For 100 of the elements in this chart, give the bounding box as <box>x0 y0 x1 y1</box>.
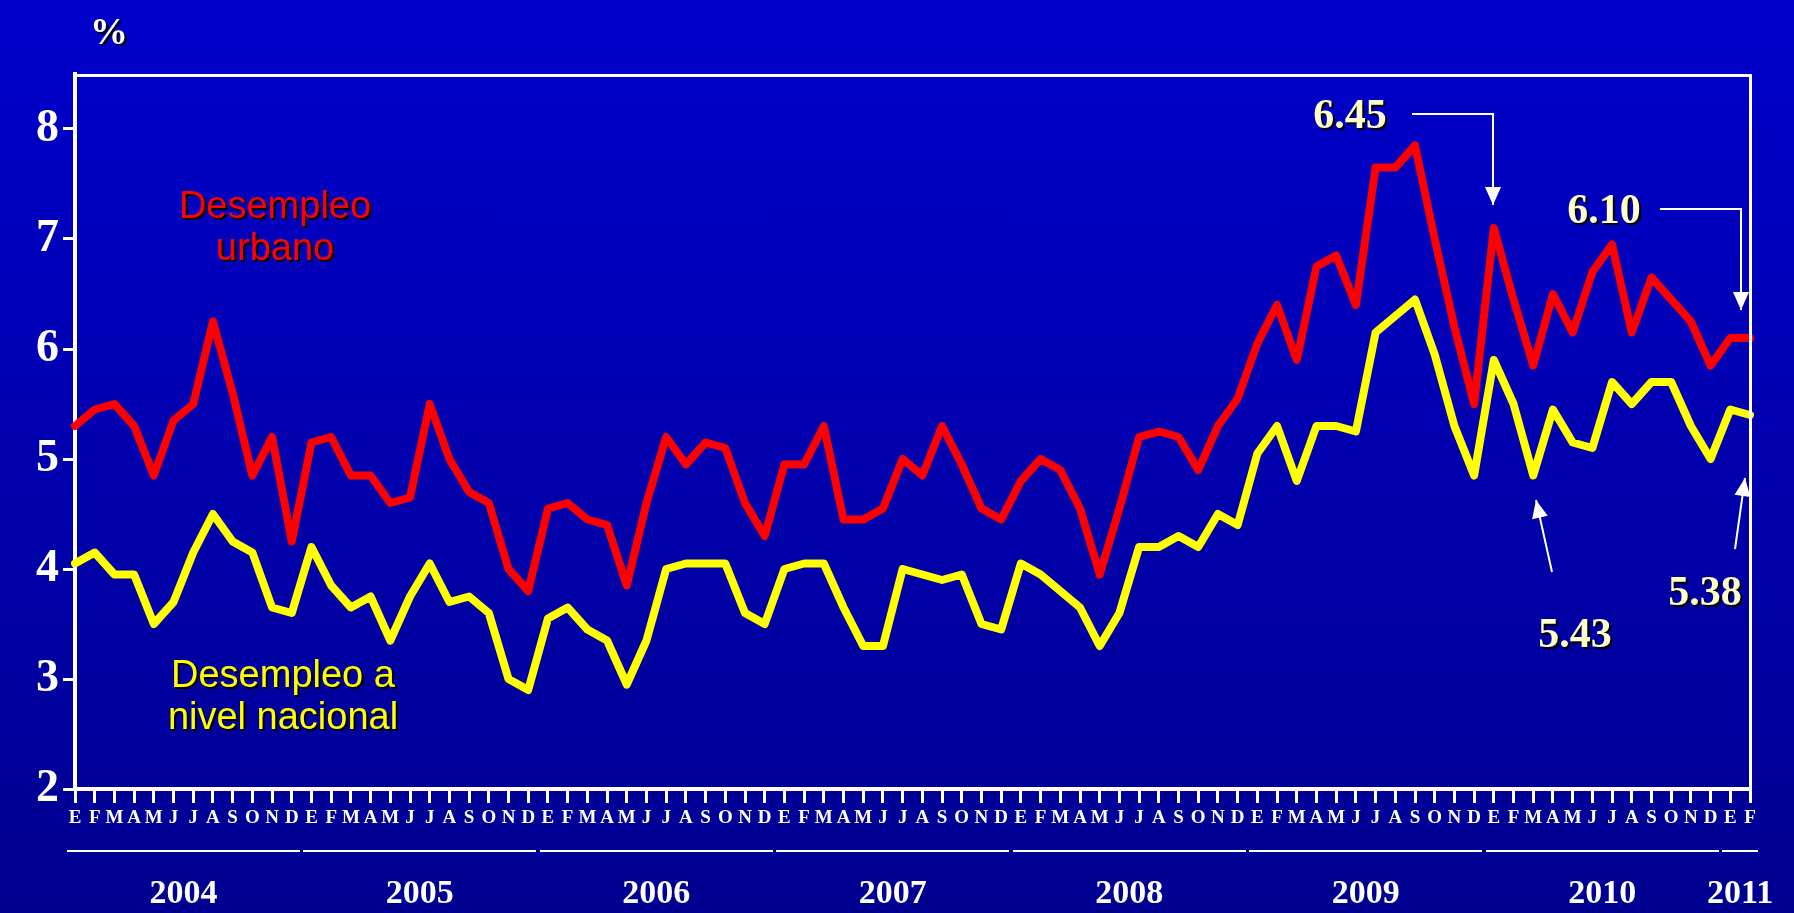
text: 2009 <box>1331 873 1400 911</box>
x-tick-label: D <box>1230 806 1245 828</box>
x-tick-label: O <box>954 806 970 828</box>
series-label: Desempleo a nivel nacional <box>169 653 401 740</box>
x-tick-label: E <box>1014 806 1028 828</box>
x-tick-label: O <box>1427 806 1443 828</box>
x-tick-label: A <box>915 806 930 828</box>
x-tick-label: D <box>994 806 1009 828</box>
x-tick-label: M <box>1051 806 1070 828</box>
x-tick-label: M <box>617 806 636 828</box>
x-tick-label: F <box>1034 806 1047 828</box>
x-tick-label: E <box>541 806 555 828</box>
x-tick-label: J <box>168 806 179 828</box>
x-tick-label: A <box>1388 806 1403 828</box>
series-label: Desempleo urbano <box>178 184 372 271</box>
x-tick-label: M <box>854 806 873 828</box>
x-tick-label: O <box>717 806 733 828</box>
x-tick-label: J <box>424 806 435 828</box>
text: 2007 <box>858 873 927 911</box>
x-tick-label: A <box>363 806 378 828</box>
annotation: 6.45 <box>1313 90 1387 138</box>
x-tick-label: F <box>1744 806 1756 828</box>
x-tick-label: M <box>814 806 833 828</box>
x-tick-label: N <box>738 806 753 828</box>
x-tick-label: J <box>1607 806 1617 828</box>
y-tick-label: 8 <box>36 99 59 151</box>
x-tick-label: S <box>1173 806 1184 828</box>
x-tick-label: F <box>88 806 101 828</box>
x-tick-label: A <box>127 806 142 828</box>
x-tick-label: E <box>68 806 82 828</box>
x-tick-label: S <box>936 806 948 828</box>
text: 2004 <box>149 873 218 911</box>
x-tick-label: E <box>778 806 791 828</box>
x-tick-label: M <box>1563 806 1582 828</box>
x-tick-label: N <box>1447 806 1462 828</box>
x-tick-label: J <box>878 806 888 828</box>
x-tick-label: M <box>578 806 597 828</box>
x-tick-label: J <box>1114 806 1125 828</box>
x-tick-label: M <box>1327 806 1346 828</box>
x-tick-label: N <box>1684 806 1699 828</box>
x-tick-label: D <box>1703 806 1718 828</box>
y-tick-label: 5 <box>36 429 59 481</box>
x-tick-label: N <box>265 806 280 828</box>
x-tick-label: A <box>442 806 457 828</box>
x-tick-label: A <box>1151 806 1166 828</box>
x-tick-label: S <box>1646 806 1657 828</box>
x-tick-label: F <box>1271 806 1283 828</box>
x-tick-label: A <box>836 806 851 828</box>
x-tick-label: F <box>798 806 810 828</box>
x-tick-label: N <box>501 806 516 828</box>
x-tick-label: E <box>1723 806 1737 828</box>
x-tick-label: A <box>679 806 694 828</box>
x-tick-label: M <box>341 806 360 828</box>
x-tick-label: J <box>188 806 198 828</box>
x-tick-label: M <box>144 806 163 828</box>
x-tick-label: A <box>600 806 615 828</box>
text: 2008 <box>1095 873 1164 911</box>
x-tick-label: D <box>521 806 536 828</box>
x-tick-label: E <box>1487 806 1501 828</box>
x-tick-label: O <box>244 806 260 828</box>
annotation: 6.10 <box>1567 185 1641 233</box>
x-tick-label: M <box>1090 806 1109 828</box>
x-tick-label: A <box>1546 806 1561 828</box>
x-tick-label: D <box>757 806 772 828</box>
x-tick-label: E <box>1251 806 1264 828</box>
text: 2005 <box>385 873 454 911</box>
x-tick-label: J <box>1370 806 1381 828</box>
x-tick-label: O <box>1663 806 1679 828</box>
x-tick-label: J <box>1351 806 1361 828</box>
x-tick-label: J <box>1134 806 1144 828</box>
x-tick-label: A <box>1073 806 1088 828</box>
x-tick-label: A <box>1624 806 1639 828</box>
x-tick-label: F <box>561 806 574 828</box>
x-tick-label: O <box>1190 806 1206 828</box>
y-tick-label: 3 <box>36 649 59 701</box>
x-tick-label: A <box>206 806 221 828</box>
y-tick-label: 4 <box>36 539 59 591</box>
x-tick-label: J <box>1587 806 1598 828</box>
x-tick-label: N <box>974 806 989 828</box>
y-tick-label: 6 <box>36 319 59 371</box>
text: 2006 <box>622 873 691 911</box>
x-tick-label: A <box>1309 806 1324 828</box>
x-tick-label: M <box>1287 806 1306 828</box>
x-tick-label: F <box>1507 806 1520 828</box>
x-tick-label: J <box>897 806 908 828</box>
x-tick-label: E <box>305 806 318 828</box>
text: 2011 <box>1707 873 1774 911</box>
x-tick-label: F <box>325 806 337 828</box>
x-tick-label: S <box>700 806 711 828</box>
x-tick-label: S <box>1409 806 1421 828</box>
y-tick-label: 2 <box>36 759 59 811</box>
x-tick-label: J <box>405 806 415 828</box>
x-tick-label: M <box>105 806 124 828</box>
x-tick-label: N <box>1211 806 1226 828</box>
x-tick-label: M <box>381 806 400 828</box>
y-tick-label: 7 <box>36 209 59 261</box>
x-tick-label: M <box>1524 806 1543 828</box>
annotation: 5.43 <box>1538 609 1612 657</box>
y-axis-title: % <box>90 9 128 53</box>
text: 2010 <box>1568 873 1637 911</box>
